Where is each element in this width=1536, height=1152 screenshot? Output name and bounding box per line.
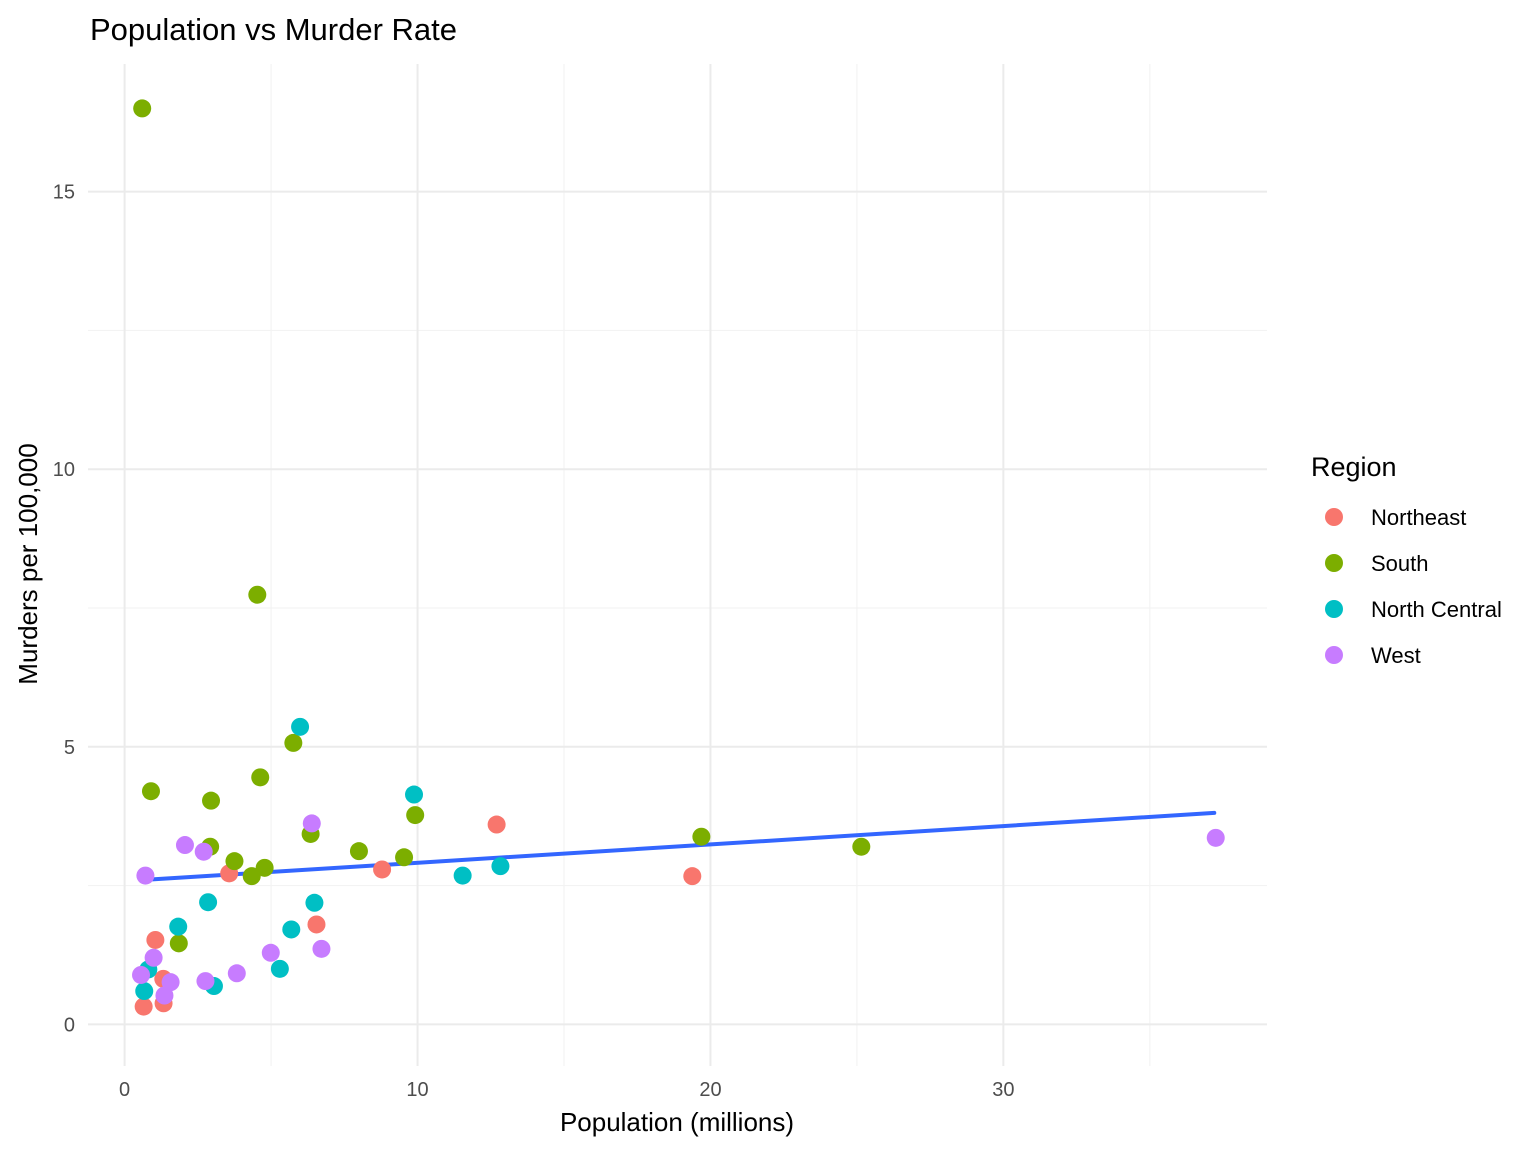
- data-point: [248, 585, 267, 604]
- x-tick-label: 0: [119, 1079, 130, 1101]
- data-point: [251, 768, 270, 787]
- y-tick-label: 15: [53, 182, 75, 204]
- data-point: [1206, 828, 1225, 847]
- legend-label: Northeast: [1371, 505, 1466, 530]
- data-point: [312, 939, 331, 958]
- legend-key: [1325, 508, 1343, 526]
- data-point: [373, 860, 392, 879]
- data-point: [852, 837, 871, 856]
- data-point: [255, 858, 274, 877]
- legend-label: West: [1371, 643, 1421, 668]
- trend-line: [140, 810, 1217, 883]
- data-point: [270, 959, 289, 978]
- legend-key: [1325, 646, 1343, 664]
- legend-label: South: [1371, 551, 1429, 576]
- legend-items: Northeast South North Central West: [1325, 505, 1502, 668]
- y-tick-label: 0: [64, 1014, 75, 1036]
- data-point: [491, 857, 510, 876]
- data-point: [227, 964, 246, 983]
- x-tick-label: 30: [992, 1079, 1014, 1101]
- legend: Region Northeast South North Central West: [1311, 452, 1502, 668]
- data-point: [307, 915, 326, 934]
- data-point: [487, 815, 506, 834]
- data-point: [692, 827, 711, 846]
- trend-line-group: [140, 810, 1217, 883]
- data-point: [135, 982, 154, 1001]
- data-point: [196, 972, 215, 991]
- data-point: [134, 997, 153, 1016]
- data-point: [194, 842, 213, 861]
- data-point: [291, 717, 310, 736]
- data-point: [683, 867, 702, 886]
- data-point: [305, 893, 324, 912]
- data-point: [146, 930, 165, 949]
- data-point: [284, 733, 303, 752]
- y-axis-title: Murders per 100,000: [13, 443, 43, 684]
- data-point: [302, 814, 321, 833]
- x-tick-label: 20: [699, 1079, 721, 1101]
- data-point: [453, 866, 472, 885]
- y-tick-label: 10: [53, 459, 75, 481]
- data-points: [132, 99, 1225, 1016]
- data-point: [141, 782, 160, 801]
- legend-title: Region: [1311, 452, 1397, 482]
- data-point: [175, 836, 194, 855]
- data-point: [132, 965, 151, 984]
- data-point: [199, 893, 218, 912]
- data-point: [136, 866, 155, 885]
- data-point: [133, 99, 152, 118]
- data-point: [225, 852, 244, 871]
- x-axis-title: Population (millions): [560, 1107, 794, 1137]
- data-point: [395, 848, 414, 867]
- x-tick-label: 10: [406, 1079, 428, 1101]
- data-point: [406, 806, 425, 825]
- y-tick-label: 5: [64, 737, 75, 759]
- data-point: [349, 842, 368, 861]
- legend-key: [1325, 600, 1343, 618]
- data-point: [169, 917, 188, 936]
- data-point: [282, 920, 301, 939]
- x-axis-ticks: 0 10 20 30: [119, 1079, 1014, 1101]
- data-point: [261, 943, 280, 962]
- data-point: [144, 948, 163, 967]
- legend-label: North Central: [1371, 597, 1502, 622]
- grid: [88, 64, 1267, 1066]
- data-point: [202, 791, 221, 810]
- data-point: [405, 785, 424, 804]
- data-point: [242, 867, 261, 886]
- legend-key: [1325, 554, 1343, 572]
- chart-title: Population vs Murder Rate: [90, 12, 457, 47]
- y-axis-ticks: 0 5 10 15: [53, 182, 75, 1037]
- data-point: [169, 934, 188, 953]
- data-point: [161, 973, 180, 992]
